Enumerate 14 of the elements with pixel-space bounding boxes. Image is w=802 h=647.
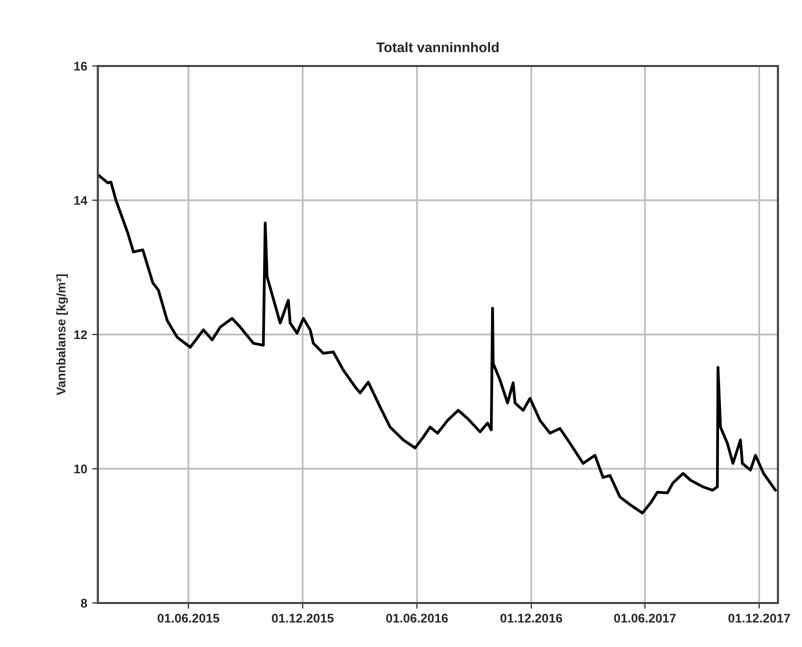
y-tick-label: 14 [74, 196, 88, 205]
line-series [98, 173, 777, 514]
x-tick-label: 01.12.2016 [500, 614, 562, 623]
x-tick-label: 01.06.2015 [158, 614, 220, 623]
y-tick-label: 16 [74, 62, 87, 71]
x-tick-label: 01.12.2017 [728, 614, 790, 623]
y-axis-title: Vannbalanse [kg/m²] [56, 274, 68, 396]
x-tick-label: 01.06.2017 [614, 614, 676, 623]
x-tick-label: 01.12.2015 [272, 614, 334, 623]
y-tick-label: 10 [74, 464, 87, 474]
chart-title: Totalt vanninnhold [376, 42, 499, 52]
y-tick-label: 12 [74, 330, 87, 340]
x-tick-label: 01.06.2016 [386, 614, 448, 623]
y-tick-label: 8 [80, 598, 88, 608]
